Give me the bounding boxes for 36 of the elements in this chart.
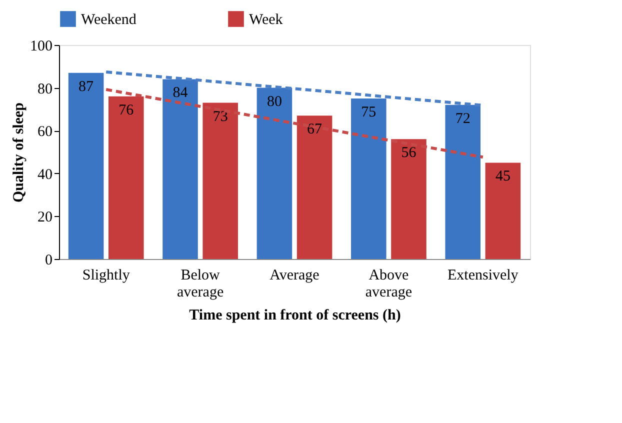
legend-label: Weekend xyxy=(81,12,137,28)
bar xyxy=(296,116,332,259)
data-label: 56 xyxy=(401,145,417,162)
bar xyxy=(202,102,238,259)
y-tick-label: 0 xyxy=(45,252,52,268)
data-label: 84 xyxy=(172,85,188,102)
data-label: 45 xyxy=(495,168,510,185)
data-label: 72 xyxy=(455,110,470,127)
y-tick-label: 80 xyxy=(38,81,52,98)
bar xyxy=(445,104,480,259)
bar xyxy=(68,72,104,259)
x-tick-label: Average xyxy=(270,268,320,284)
data-label: 73 xyxy=(212,108,228,125)
bar xyxy=(256,88,292,259)
data-label: 76 xyxy=(118,102,134,118)
data-label: 67 xyxy=(307,122,323,138)
y-tick-label: 60 xyxy=(38,124,52,140)
x-tick-label: Slightly xyxy=(82,268,130,284)
line-series xyxy=(104,88,484,159)
x-tick-label: Above average xyxy=(365,268,412,300)
data-label: 80 xyxy=(266,94,282,110)
y-tick-label: 100 xyxy=(30,38,52,54)
bar xyxy=(162,79,198,259)
x-tick-label: Extensively xyxy=(447,268,519,284)
data-label: 75 xyxy=(361,104,376,120)
y-axis-title: Quality of sleep xyxy=(11,102,27,202)
bar xyxy=(485,162,521,259)
bar xyxy=(351,98,386,259)
bar xyxy=(108,96,144,259)
y-tick-label: 20 xyxy=(38,210,52,226)
x-axis-title: Time spent in front of screens (h) xyxy=(189,308,401,324)
legend-label: Week xyxy=(249,12,284,28)
data-label: 87 xyxy=(78,78,94,95)
x-tick-label: Below average xyxy=(176,268,224,300)
y-tick-label: 40 xyxy=(38,166,52,183)
bar xyxy=(391,139,426,259)
